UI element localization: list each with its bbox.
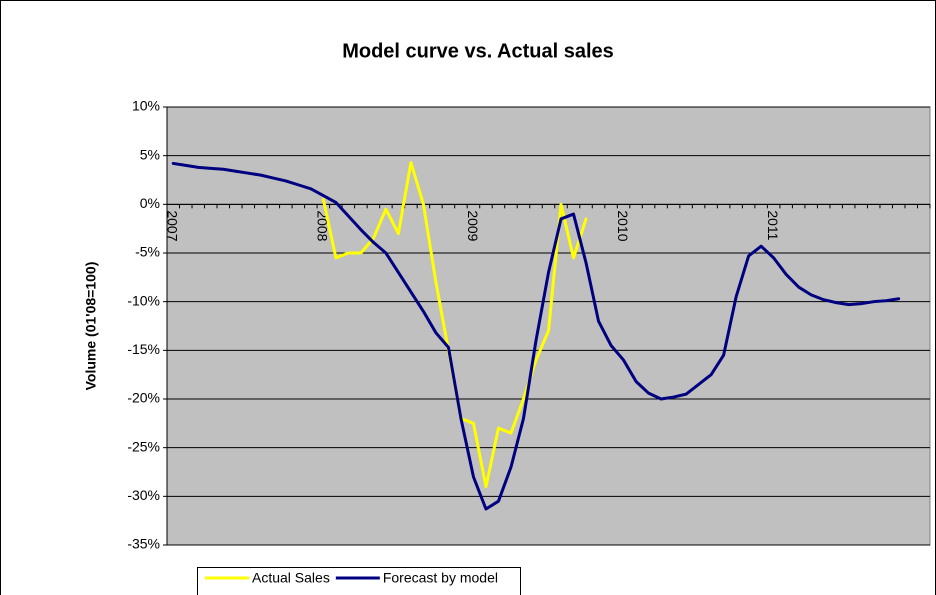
y-tick-label: 10% xyxy=(132,98,160,114)
line-series xyxy=(171,161,901,511)
x-tick-label: 2009 xyxy=(465,210,481,241)
y-tick-label: 0% xyxy=(140,195,160,211)
x-tick-label: 2011 xyxy=(765,210,781,240)
y-tick-label: -30% xyxy=(127,487,160,503)
y-tick-label: 5% xyxy=(140,146,160,162)
legend-label: Actual Sales xyxy=(252,570,330,586)
y-tick-label: -25% xyxy=(127,438,160,454)
legend xyxy=(197,567,521,595)
x-tick-label: 2010 xyxy=(615,210,631,241)
y-tick-label: -35% xyxy=(127,536,160,552)
y-tick-label: -10% xyxy=(127,292,160,308)
chart-title: Model curve vs. Actual sales xyxy=(342,40,614,62)
x-tick-label: 2007 xyxy=(165,210,181,241)
y-axis-label: Volume (01'08=100) xyxy=(83,262,99,391)
legend-label: Forecast by model xyxy=(383,570,498,586)
y-tick-label: -5% xyxy=(135,244,160,260)
y-tick-label: -15% xyxy=(127,341,160,357)
y-tick-label: -20% xyxy=(127,390,160,406)
